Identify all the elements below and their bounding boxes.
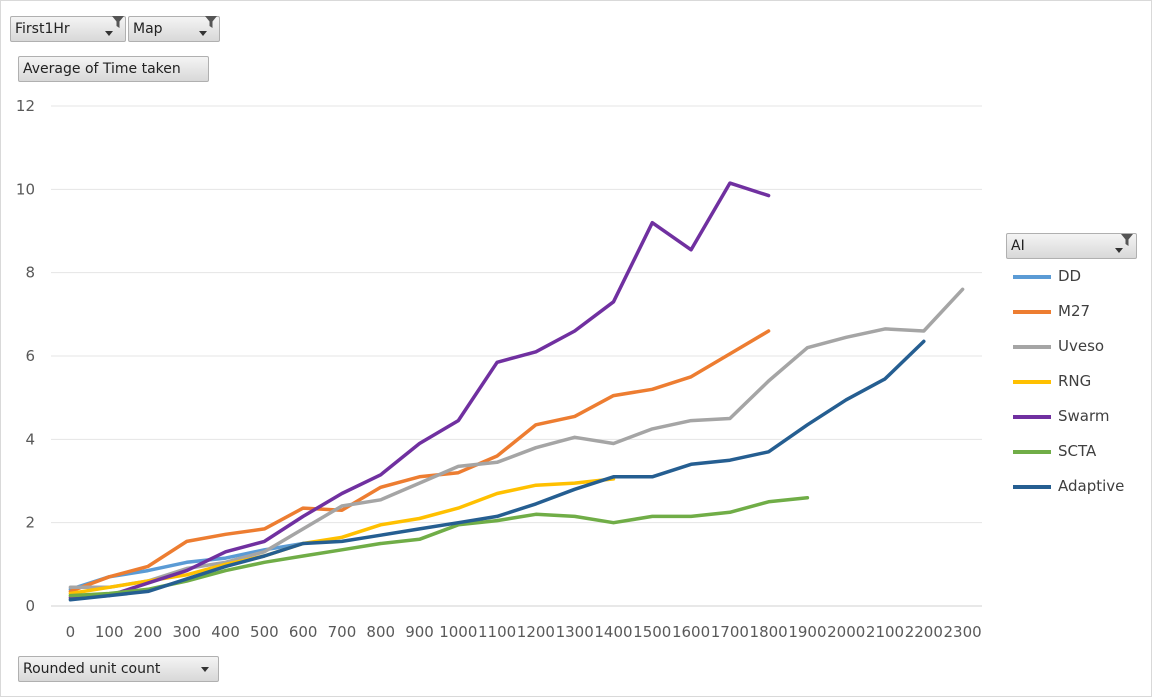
- x-tick-label: 500: [250, 623, 279, 641]
- x-tick-label: 800: [366, 623, 395, 641]
- x-tick-label: 1400: [594, 623, 632, 641]
- legend-swatch: [1013, 485, 1051, 489]
- series-line-uveso: [68, 287, 965, 590]
- axis-field-button[interactable]: Rounded unit count: [18, 656, 219, 682]
- funnel-icon: [1121, 234, 1133, 246]
- y-tick-label: 2: [25, 514, 35, 532]
- y-tick-label: 6: [25, 347, 35, 365]
- legend-label: Swarm: [1058, 407, 1110, 425]
- y-tick-label: 12: [16, 97, 35, 115]
- map-filter-button[interactable]: Map: [128, 16, 220, 42]
- x-tick-label: 1100: [478, 623, 516, 641]
- legend-swatch: [1013, 310, 1051, 314]
- ai-legend-field-button[interactable]: AI: [1006, 233, 1137, 259]
- y-tick-label: 0: [25, 597, 35, 615]
- x-tick-label: 2300: [944, 623, 982, 641]
- axis-field-label: Rounded unit count: [23, 661, 161, 677]
- x-tick-label: 1600: [672, 623, 710, 641]
- funnel-icon: [205, 16, 217, 28]
- series-line-adaptive: [68, 339, 926, 602]
- x-axis-ticks: 0 100 200 300 400 500 600 700 800 900 1000 1100 1200…: [66, 623, 982, 641]
- y-tick-label: 10: [16, 180, 35, 198]
- legend-swatch: [1013, 415, 1051, 419]
- series-lines: [68, 181, 965, 602]
- x-tick-label: 600: [289, 623, 318, 641]
- x-tick-label: 1500: [633, 623, 671, 641]
- x-tick-label: 400: [211, 623, 240, 641]
- legend-swatch: [1013, 380, 1051, 384]
- x-tick-label: 300: [172, 623, 201, 641]
- x-tick-label: 200: [134, 623, 163, 641]
- legend-label: Adaptive: [1058, 477, 1125, 495]
- legend-label: M27: [1058, 302, 1091, 320]
- legend-swatch: [1013, 345, 1051, 349]
- legend-swatch: [1013, 450, 1051, 454]
- first1hr-filter-label: First1Hr: [15, 21, 70, 37]
- chevron-down-icon: [201, 667, 209, 672]
- legend-label: DD: [1058, 267, 1082, 285]
- legend-label: SCTA: [1058, 442, 1097, 460]
- chevron-down-icon: [1115, 248, 1123, 253]
- x-tick-label: 700: [328, 623, 357, 641]
- x-tick-label: 1200: [517, 623, 555, 641]
- value-field-button[interactable]: Average of Time taken: [18, 56, 209, 82]
- x-tick-label: 100: [95, 623, 124, 641]
- series-line-m27: [68, 329, 771, 594]
- x-tick-label: 1000: [439, 623, 477, 641]
- x-tick-label: 900: [405, 623, 434, 641]
- chevron-down-icon: [199, 31, 207, 36]
- x-tick-label: 1800: [750, 623, 788, 641]
- x-tick-label: 2200: [905, 623, 943, 641]
- ai-legend-field-label: AI: [1011, 238, 1025, 254]
- legend-label: Uveso: [1058, 337, 1105, 355]
- x-tick-label: 0: [66, 623, 76, 641]
- first1hr-filter-button[interactable]: First1Hr: [10, 16, 126, 42]
- x-tick-label: 2100: [866, 623, 904, 641]
- funnel-icon: [112, 16, 124, 28]
- series-line-swarm: [68, 181, 771, 600]
- y-axis-ticks: 0 2 4 6 8 10 12: [16, 97, 35, 615]
- chevron-down-icon: [105, 31, 113, 36]
- series-line-scta: [68, 495, 810, 598]
- x-tick-label: 1700: [711, 623, 749, 641]
- x-tick-label: 1300: [556, 623, 594, 641]
- x-tick-label: 2000: [827, 623, 865, 641]
- x-tick-label: 1900: [788, 623, 826, 641]
- legend-swatch: [1013, 275, 1051, 279]
- value-field-label: Average of Time taken: [23, 61, 181, 77]
- map-filter-label: Map: [133, 21, 163, 37]
- y-tick-label: 8: [25, 264, 35, 282]
- series-line-rng: [68, 477, 616, 596]
- y-tick-label: 4: [25, 430, 35, 448]
- legend-label: RNG: [1058, 372, 1092, 390]
